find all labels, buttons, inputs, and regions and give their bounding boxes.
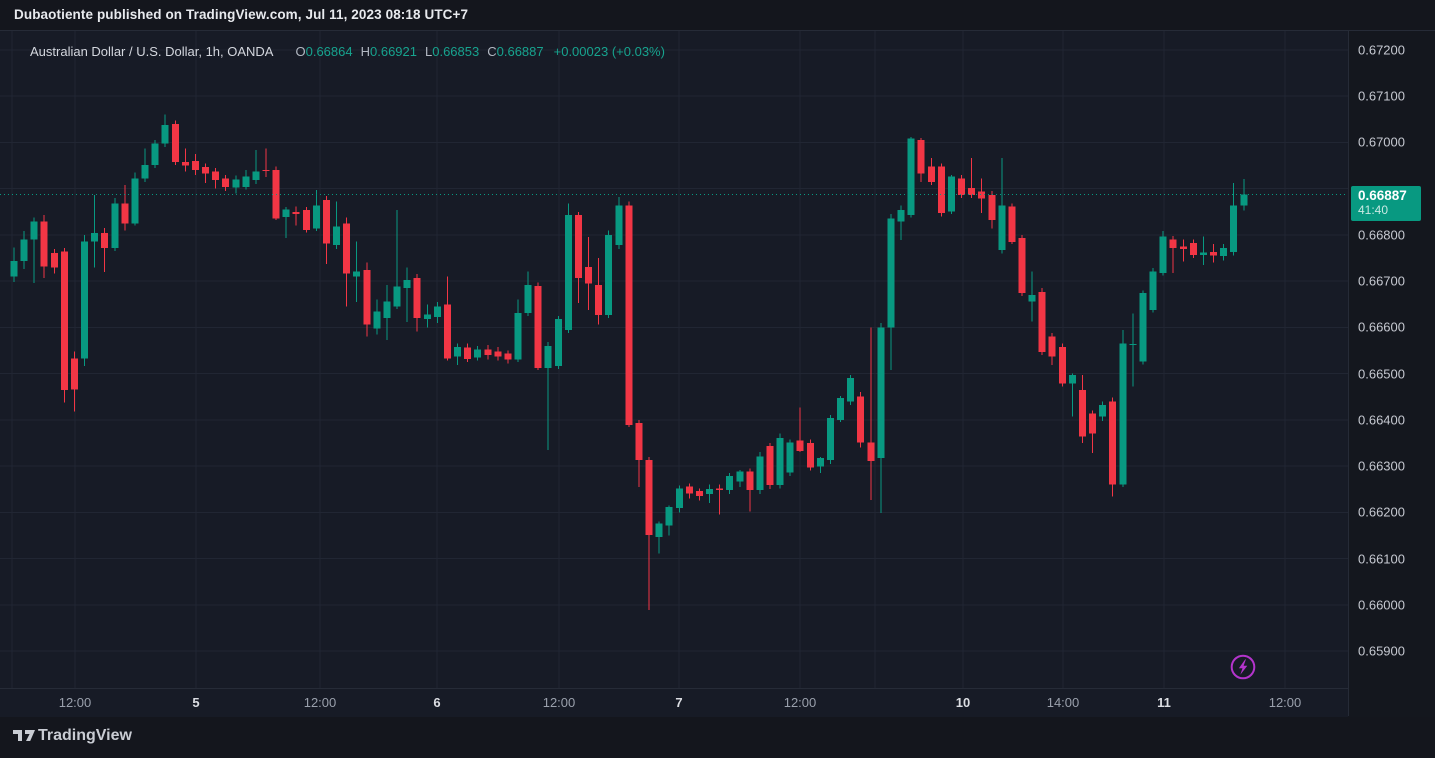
footer-bar: TradingView (0, 717, 1435, 758)
open-value: 0.66864 (305, 44, 353, 59)
tradingview-logo-icon[interactable] (13, 728, 35, 743)
chart-legend: Australian Dollar / U.S. Dollar, 1h, OAN… (30, 44, 665, 59)
time-tick: 12:00 (542, 695, 576, 710)
time-tick: 11 (1157, 695, 1171, 710)
publish-bar: Dubaotiente published on TradingView.com… (0, 0, 1435, 31)
price-tick: 0.66800 (1358, 227, 1405, 243)
price-tick: 0.66500 (1358, 366, 1405, 382)
price-tick: 0.67000 (1358, 134, 1405, 150)
time-tick: 12:00 (783, 695, 817, 710)
price-tick: 0.67200 (1358, 42, 1405, 58)
price-tick: 0.65900 (1358, 643, 1405, 659)
candlestick-chart[interactable] (0, 31, 1348, 688)
price-tick: 0.66400 (1358, 412, 1405, 428)
price-tick: 0.66200 (1358, 504, 1405, 520)
symbol-title: Australian Dollar / U.S. Dollar, 1h, OAN… (30, 44, 274, 59)
tradingview-wordmark[interactable]: TradingView (38, 727, 132, 744)
price-tick: 0.66300 (1358, 458, 1405, 474)
price-tick: 0.66700 (1358, 273, 1405, 289)
last-price-badge[interactable]: 0.66887 41:40 (1351, 186, 1421, 221)
candle-countdown: 41:40 (1358, 203, 1389, 217)
time-tick: 12:00 (58, 695, 92, 710)
publish-text: Dubaotiente published on TradingView.com… (14, 7, 469, 22)
lightning-icon (1230, 654, 1256, 680)
time-tick: 7 (675, 695, 683, 710)
low-value: 0.66853 (432, 44, 480, 59)
close-label: C (487, 44, 497, 59)
open-label: O (295, 44, 306, 59)
price-tick: 0.66000 (1358, 597, 1405, 613)
time-axis[interactable]: 12:00 5 12:00 6 12:00 7 12:00 10 14:00 11 12:00 (0, 688, 1348, 718)
time-tick: 14:00 (1046, 695, 1080, 710)
price-tick: 0.66600 (1358, 319, 1405, 335)
price-tick: 0.67100 (1358, 88, 1405, 104)
flash-button[interactable] (1229, 653, 1257, 681)
time-tick: 6 (433, 695, 441, 710)
chart-pane[interactable]: Australian Dollar / U.S. Dollar, 1h, OAN… (0, 31, 1348, 688)
time-tick: 12:00 (1268, 695, 1302, 710)
time-tick: 10 (955, 695, 971, 710)
time-tick: 12:00 (303, 695, 337, 710)
price-tick: 0.66100 (1358, 551, 1405, 567)
close-value: 0.66887 (496, 44, 544, 59)
high-label: H (360, 44, 370, 59)
change-value: +0.00023 (+0.03%) (553, 44, 665, 59)
high-value: 0.66921 (370, 44, 417, 59)
time-tick: 5 (192, 695, 200, 710)
low-label: L (425, 44, 433, 59)
price-axis[interactable]: 0.67200 0.67100 0.67000 0.66800 0.66700 0.666… (1348, 31, 1435, 716)
last-price-value: 0.66887 (1358, 188, 1407, 203)
